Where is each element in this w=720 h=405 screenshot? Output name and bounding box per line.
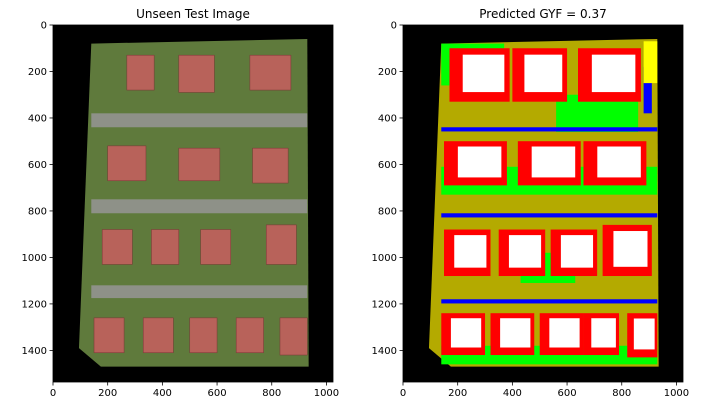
house-roof bbox=[252, 147, 289, 184]
y-tick-label: 800 bbox=[378, 206, 397, 217]
y-tick-label: 200 bbox=[378, 67, 397, 78]
y-tick-label: 0 bbox=[41, 21, 47, 32]
y-tick-label: 1400 bbox=[372, 346, 397, 357]
x-tick-label: 600 bbox=[208, 388, 227, 399]
panel-predicted-gyf: 0 200 400 600 800 1000 0 200 400 600 800 1000 1200 14… bbox=[372, 7, 690, 399]
house-roof bbox=[279, 317, 308, 356]
axes-frame bbox=[402, 24, 684, 383]
x-tick-label: 0 bbox=[50, 388, 56, 399]
segment-white bbox=[633, 318, 655, 350]
house-roof bbox=[178, 54, 215, 93]
y-tick-label: 1000 bbox=[22, 253, 47, 264]
house-roof bbox=[189, 317, 218, 354]
y-tick-label: 1200 bbox=[372, 299, 397, 310]
segment-blue bbox=[643, 66, 652, 114]
house-roof bbox=[200, 229, 232, 265]
segment-white bbox=[454, 235, 487, 268]
segment-blue bbox=[441, 299, 658, 304]
panel-title: Predicted GYF = 0.37 bbox=[479, 7, 606, 21]
x-tick-label: 600 bbox=[558, 388, 577, 399]
x-tick-label: 200 bbox=[98, 388, 117, 399]
house-roof bbox=[265, 224, 297, 265]
segment-white bbox=[549, 318, 580, 348]
y-tick-label: 200 bbox=[28, 67, 47, 78]
y-tick-label: 400 bbox=[28, 113, 47, 124]
segment-white bbox=[597, 146, 641, 178]
segment-white bbox=[457, 146, 502, 178]
y-tick-label: 600 bbox=[28, 160, 47, 171]
x-tick-label: 400 bbox=[153, 388, 172, 399]
segment-white bbox=[560, 235, 594, 268]
segment-white bbox=[591, 318, 616, 348]
house-roof bbox=[93, 317, 125, 354]
x-tick-label: 1000 bbox=[314, 388, 339, 399]
house-roof bbox=[178, 147, 221, 182]
segment-blue bbox=[441, 213, 658, 218]
street bbox=[91, 285, 308, 299]
segment-white bbox=[613, 231, 648, 267]
house-roof bbox=[249, 54, 292, 91]
axes-frame bbox=[52, 24, 334, 383]
segment-white bbox=[450, 318, 482, 348]
x-tick-label: 1000 bbox=[664, 388, 689, 399]
segment-blue bbox=[441, 127, 658, 132]
y-tick-label: 800 bbox=[28, 206, 47, 217]
panel-title: Unseen Test Image bbox=[136, 7, 250, 21]
panel-unseen-test-image: 0 200 400 600 800 1000 0 200 400 600 800 1000 1200 14… bbox=[22, 7, 340, 399]
house-roof bbox=[142, 317, 174, 354]
house-roof bbox=[235, 317, 264, 354]
house-roof bbox=[107, 145, 147, 182]
aerial-photo bbox=[78, 38, 309, 367]
x-tick-label: 200 bbox=[448, 388, 467, 399]
segment-white bbox=[508, 235, 542, 268]
y-tick-label: 400 bbox=[378, 113, 397, 124]
y-tick-label: 0 bbox=[391, 21, 397, 32]
street bbox=[91, 199, 308, 214]
x-tick-label: 0 bbox=[400, 388, 406, 399]
y-tick-label: 1400 bbox=[22, 346, 47, 357]
segment-yellow bbox=[643, 41, 658, 84]
segment-white bbox=[591, 54, 636, 93]
x-tick-label: 800 bbox=[262, 388, 281, 399]
x-tick-label: 800 bbox=[612, 388, 631, 399]
segment-white bbox=[531, 146, 576, 178]
x-tick-label: 400 bbox=[503, 388, 522, 399]
street bbox=[91, 113, 308, 128]
y-tick-label: 1000 bbox=[372, 253, 397, 264]
house-roof bbox=[101, 229, 133, 265]
segment-white bbox=[462, 54, 505, 93]
y-tick-label: 600 bbox=[378, 160, 397, 171]
house-roof bbox=[151, 229, 180, 265]
y-tick-label: 1200 bbox=[22, 299, 47, 310]
segmentation-map bbox=[428, 38, 659, 367]
house-roof bbox=[126, 54, 155, 91]
segment-white bbox=[500, 318, 531, 348]
segment-white bbox=[524, 54, 563, 93]
